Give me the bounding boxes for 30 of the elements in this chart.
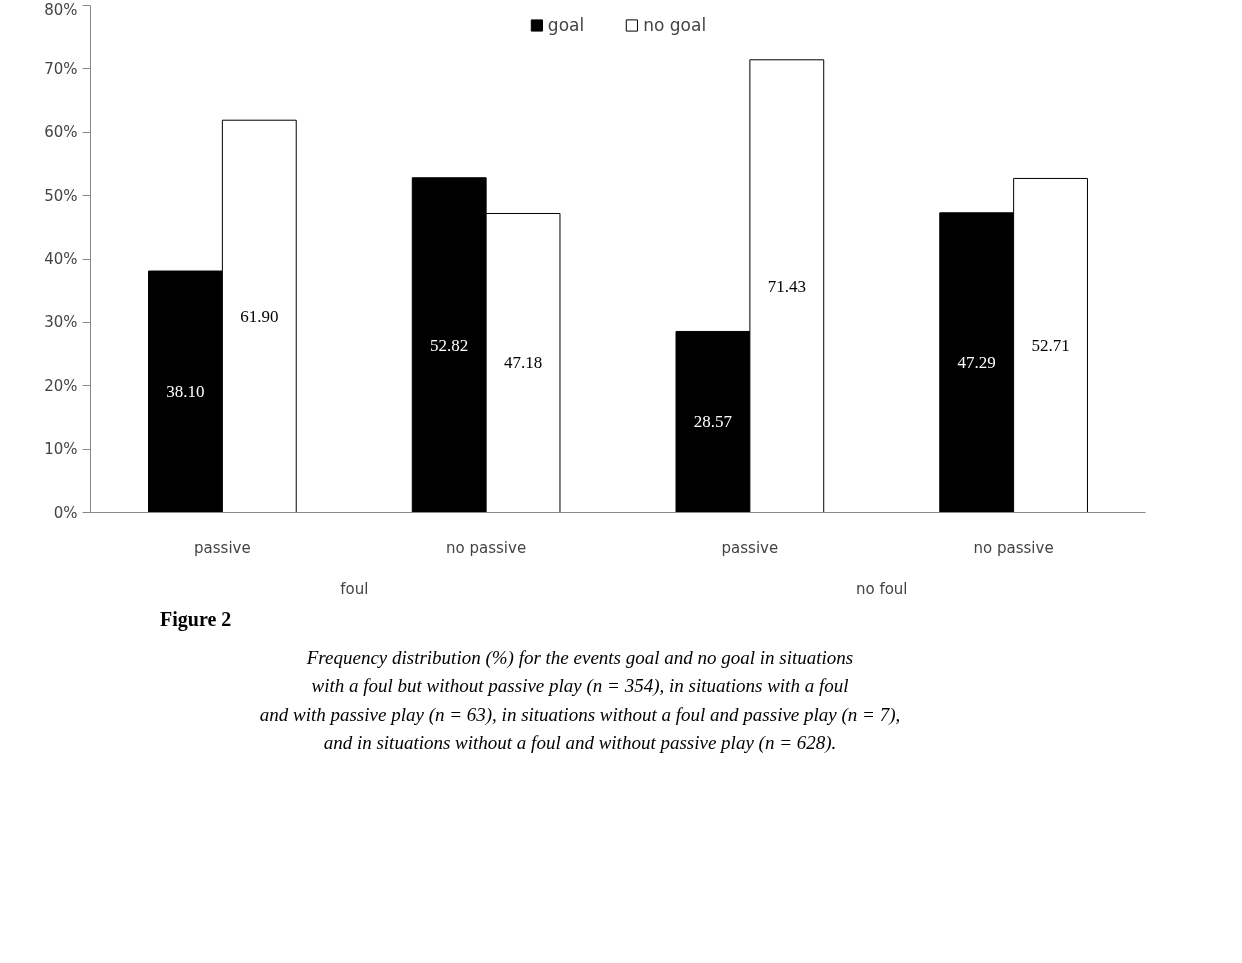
x-tick-label: no passive — [973, 538, 1054, 557]
x-tick-label: passive — [721, 538, 779, 557]
data-label: 47.18 — [503, 353, 543, 373]
y-tick-label: 40% — [44, 250, 78, 268]
data-label: 38.10 — [166, 382, 205, 402]
data-label: 47.29 — [957, 353, 996, 373]
data-label: 71.43 — [767, 276, 806, 296]
text: and in situations without a foul and without passive play (n = 628). — [323, 732, 837, 754]
data-label: 61.90 — [240, 306, 279, 326]
y-tick-label: 50% — [44, 186, 78, 205]
text: with a foul but without passive play (n = 354), in situations with a foul — [311, 675, 849, 697]
y-tick-label: 10% — [44, 440, 78, 459]
x-tick-label: no passive — [446, 538, 527, 557]
y-tick-label: 30% — [44, 313, 78, 332]
y-tick-label: 0% — [53, 503, 78, 522]
y-tick-label: 70% — [44, 59, 78, 78]
y-tick-label: 80% — [44, 0, 78, 19]
data-label: 52.71 — [1031, 335, 1070, 355]
data-label: 52.82 — [430, 335, 469, 355]
text: foul — [340, 579, 369, 598]
x-tick-label: passive — [194, 538, 251, 557]
text: Frequency distribution (%) for the events goal and no goal in situations — [306, 646, 854, 668]
y-tick-label: 60% — [44, 123, 78, 142]
legend-label: goal — [547, 15, 585, 35]
text: and with passive play (n = 63), in situations without a foul and passive play (n = 7), — [259, 703, 901, 725]
caption: Figure 2 — [160, 608, 232, 630]
legend-label: no goal — [643, 15, 707, 35]
text: no foul — [855, 579, 908, 598]
y-tick-label: 20% — [44, 376, 78, 395]
data-label: 28.57 — [693, 412, 733, 432]
